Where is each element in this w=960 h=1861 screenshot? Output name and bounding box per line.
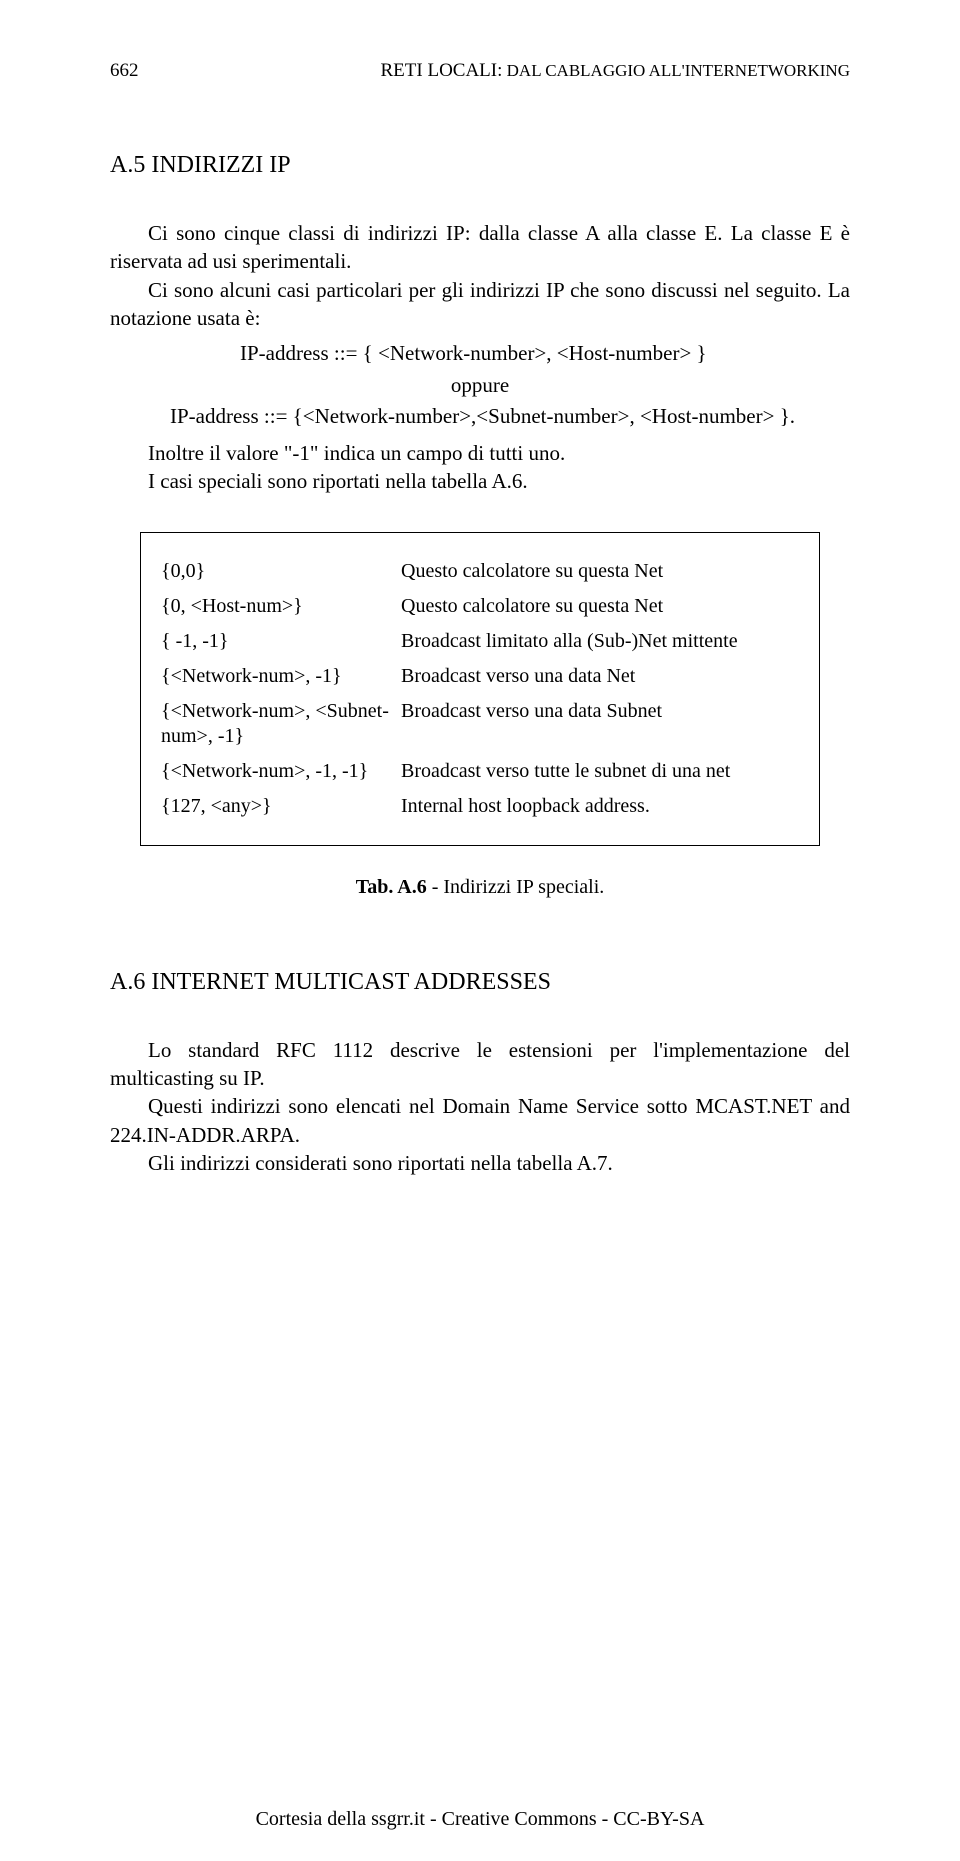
table-cell-right: Broadcast verso una data Subnet — [401, 699, 799, 749]
a5-paragraph-2: Ci sono alcuni casi particolari per gli … — [110, 276, 850, 333]
table-cell-right: Broadcast verso una data Net — [401, 664, 799, 689]
a6-paragraph-3: Gli indirizzi considerati sono riportati… — [110, 1149, 850, 1177]
a5-paragraph-1: Ci sono cinque classi di indirizzi IP: d… — [110, 219, 850, 276]
table-cell-left: {<Network-num>, <Subnet-num>, -1} — [161, 699, 401, 749]
table-cell-right: Questo calcolatore su questa Net — [401, 594, 799, 619]
table-row: {0, <Host-num>} Questo calcolatore su qu… — [161, 594, 799, 619]
a5-paragraph-3: Inoltre il valore "-1" indica un campo d… — [110, 439, 850, 467]
table-cell-right: Broadcast verso tutte le subnet di una n… — [401, 759, 799, 784]
section-a6-heading: A.6 INTERNET MULTICAST ADDRESSES — [110, 969, 850, 996]
table-cell-left: {127, <any>} — [161, 794, 401, 819]
footer-credit: Cortesia della ssgrr.it - Creative Commo… — [0, 1808, 960, 1831]
table-row: {127, <any>} Internal host loopback addr… — [161, 794, 799, 819]
notation-line-3: IP-address ::= {<Network-number>,<Subnet… — [170, 401, 850, 433]
table-row: {<Network-num>, -1, -1} Broadcast verso … — [161, 759, 799, 784]
running-title: RETI LOCALI: DAL CABLAGGIO ALL'INTERNETW… — [381, 60, 851, 82]
table-cell-right: Questo calcolatore su questa Net — [401, 559, 799, 584]
table-row: {0,0} Questo calcolatore su questa Net — [161, 559, 799, 584]
a6-paragraph-1: Lo standard RFC 1112 descrive le estensi… — [110, 1036, 850, 1093]
table-cell-right: Broadcast limitato alla (Sub-)Net mitten… — [401, 629, 799, 654]
table-row: {<Network-num>, -1} Broadcast verso una … — [161, 664, 799, 689]
table-cell-left: {0, <Host-num>} — [161, 594, 401, 619]
page-number: 662 — [110, 60, 139, 82]
table-a6: {0,0} Questo calcolatore su questa Net {… — [140, 532, 820, 846]
table-cell-left: {0,0} — [161, 559, 401, 584]
table-row: { -1, -1} Broadcast limitato alla (Sub-)… — [161, 629, 799, 654]
notation-block: IP-address ::= { <Network-number>, <Host… — [110, 338, 850, 433]
a6-paragraph-2: Questi indirizzi sono elencati nel Domai… — [110, 1092, 850, 1149]
table-cell-left: { -1, -1} — [161, 629, 401, 654]
table-row: {<Network-num>, <Subnet-num>, -1} Broadc… — [161, 699, 799, 749]
table-cell-left: {<Network-num>, -1} — [161, 664, 401, 689]
section-a5-heading: A.5 INDIRIZZI IP — [110, 152, 850, 179]
running-title-part2: DAL CABLAGGIO ALL'INTERNETWORKING — [502, 61, 850, 80]
caption-bold: Tab. A.6 — [356, 876, 427, 898]
document-page: 662 RETI LOCALI: DAL CABLAGGIO ALL'INTER… — [0, 0, 960, 1861]
table-cell-left: {<Network-num>, -1, -1} — [161, 759, 401, 784]
notation-oppure: oppure — [110, 370, 850, 402]
table-cell-right: Internal host loopback address. — [401, 794, 799, 819]
caption-rest: - Indirizzi IP speciali. — [427, 876, 605, 898]
running-header: 662 RETI LOCALI: DAL CABLAGGIO ALL'INTER… — [110, 60, 850, 82]
table-a6-caption: Tab. A.6 - Indirizzi IP speciali. — [110, 876, 850, 899]
a5-paragraph-4: I casi speciali sono riportati nella tab… — [110, 467, 850, 495]
notation-line-1: IP-address ::= { <Network-number>, <Host… — [240, 338, 850, 370]
running-title-part1: RETI LOCALI: — [381, 60, 503, 81]
